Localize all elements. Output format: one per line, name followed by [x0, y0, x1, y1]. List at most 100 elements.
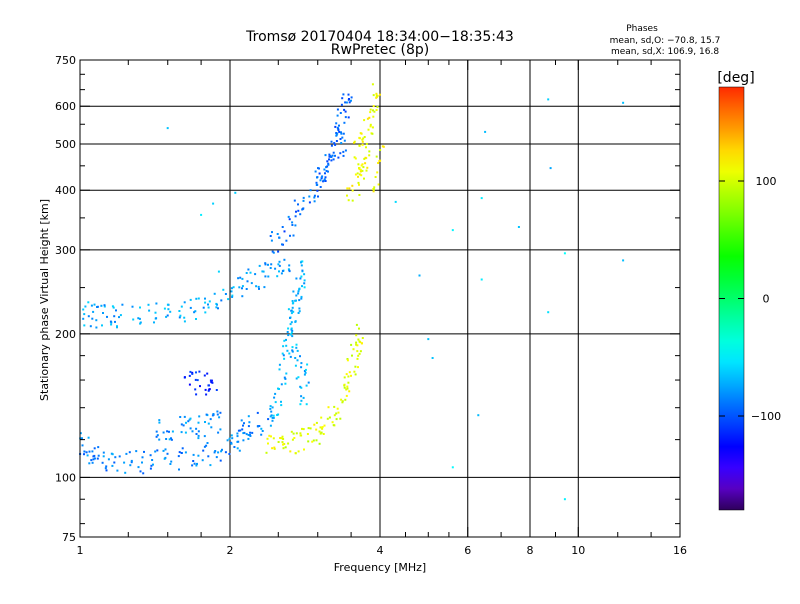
data-point [294, 320, 297, 323]
data-point [547, 98, 550, 101]
data-point [207, 389, 210, 392]
data-point [327, 170, 329, 173]
data-point [563, 252, 566, 255]
data-point [88, 462, 91, 465]
data-point [241, 287, 243, 290]
data-point [257, 285, 260, 288]
data-point [335, 140, 338, 142]
x-axis-label: Frequency [MHz] [334, 561, 426, 574]
data-point [166, 430, 169, 433]
data-point [228, 437, 231, 440]
data-point [97, 446, 100, 449]
data-point [283, 258, 286, 261]
data-point [375, 92, 378, 95]
data-point [371, 83, 374, 86]
data-point [188, 418, 191, 421]
data-point [299, 432, 302, 435]
data-point [272, 416, 275, 419]
data-point [291, 300, 294, 302]
x-tick-label: 1 [77, 544, 84, 557]
data-point [301, 208, 304, 210]
data-point [230, 287, 233, 290]
data-point [180, 452, 183, 454]
data-point [121, 303, 124, 306]
data-point [342, 154, 345, 157]
data-point [163, 457, 166, 460]
data-point [195, 371, 197, 374]
data-point [241, 295, 244, 298]
data-point [348, 101, 351, 104]
data-point [345, 101, 348, 104]
data-point [269, 415, 272, 418]
data-point [269, 424, 272, 427]
data-point [230, 434, 233, 437]
data-point [150, 464, 153, 467]
data-point [209, 379, 212, 382]
data-point [238, 449, 241, 452]
data-point [227, 298, 230, 301]
data-point [289, 234, 291, 237]
data-point [377, 183, 380, 186]
data-point [330, 156, 333, 158]
data-point [204, 311, 207, 314]
data-point [236, 447, 239, 450]
data-point [278, 264, 281, 267]
data-point [233, 446, 236, 448]
data-point [204, 297, 206, 300]
data-point [351, 354, 353, 357]
data-point [288, 264, 291, 267]
data-point [324, 180, 327, 182]
data-point [299, 355, 301, 358]
data-point [343, 108, 346, 111]
data-point [261, 430, 264, 432]
data-point [337, 129, 340, 131]
data-point [207, 422, 210, 425]
data-point [270, 263, 273, 266]
data-point [200, 213, 203, 216]
data-point [335, 132, 338, 134]
data-point [143, 450, 145, 453]
data-point [258, 425, 261, 427]
data-point [156, 434, 159, 437]
data-point [306, 433, 309, 435]
data-point [207, 306, 210, 309]
data-point [224, 293, 227, 295]
data-point [341, 136, 344, 139]
data-point [323, 168, 326, 171]
data-point [138, 317, 141, 320]
data-point [298, 307, 301, 310]
data-point [326, 417, 329, 420]
data-point [287, 268, 290, 271]
data-point [336, 108, 339, 111]
data-point [178, 451, 181, 454]
data-point [343, 386, 346, 389]
data-point [301, 269, 304, 272]
data-point [87, 315, 90, 318]
data-point [282, 447, 285, 450]
data-point [300, 399, 303, 402]
data-point [335, 418, 338, 421]
data-point [241, 277, 244, 280]
data-point [354, 157, 357, 160]
colorbar-tick-label: 0 [763, 293, 770, 306]
data-point [221, 448, 223, 451]
data-point [86, 454, 89, 457]
data-point [242, 432, 245, 435]
data-point [369, 108, 372, 111]
data-point [361, 163, 364, 166]
data-point [192, 460, 195, 462]
data-point [281, 352, 284, 355]
data-point [170, 438, 173, 441]
data-point [155, 317, 158, 320]
data-point [330, 159, 333, 162]
data-point [115, 309, 117, 312]
data-point [93, 303, 96, 306]
data-point [346, 187, 349, 190]
data-point [168, 430, 170, 433]
data-point [365, 169, 368, 172]
data-point [281, 226, 284, 228]
data-point [165, 315, 168, 318]
data-point [105, 465, 108, 468]
data-point [342, 132, 345, 135]
data-point [357, 366, 359, 369]
